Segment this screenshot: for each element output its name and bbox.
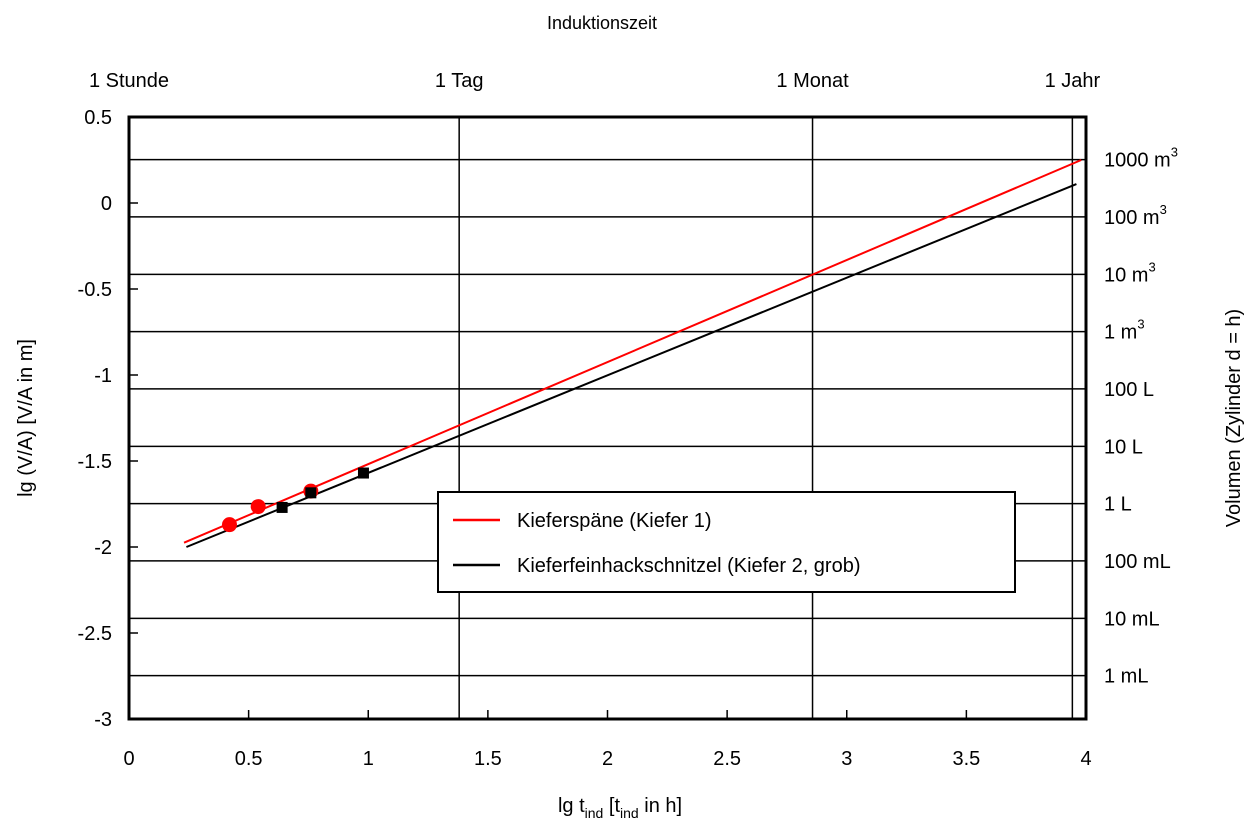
volume-label-text: 1 L [1104,494,1132,516]
volume-label: 10 L [1104,436,1143,458]
y-tick-label: -3 [94,709,112,731]
x-axis-title-sub: ind [585,805,604,821]
volume-label-text: 10 m [1104,264,1148,286]
volume-label-sup: 3 [1171,145,1178,160]
y-axis-title: lg (V/A) [V/A in m] [15,339,37,497]
data-point-series-1 [221,517,237,533]
top-axis-tick-label: 1 Jahr [1045,70,1101,92]
volume-label-sup: 3 [1148,259,1155,274]
y-tick-label: -2.5 [78,623,112,645]
y-tick-label: 0.5 [84,107,112,129]
data-point-series-2 [357,467,369,479]
volume-label-text: 1 mL [1104,666,1148,688]
y-tick-label: -2 [94,537,112,559]
top-axis-tick-label: 1 Tag [435,70,484,92]
x-axis-title: lg tind [tind in h] [558,795,682,821]
top-axis-title: Induktionszeit [547,13,657,33]
x-tick-label: 3.5 [952,748,980,770]
volume-label-text: 100 m [1104,207,1160,229]
volume-label: 100 mL [1104,551,1171,573]
volume-label: 1 mL [1104,666,1148,688]
x-tick-label: 0.5 [235,748,263,770]
x-axis-title-mid: [t [603,795,620,817]
volume-label: 1000 m3 [1104,145,1178,172]
volume-label: 100 L [1104,379,1154,401]
legend-box [437,491,1016,593]
plot-frame [127,115,1088,721]
x-axis-title-tail: in h] [639,795,682,817]
grid-lines [129,117,1086,719]
legend-label-kieferspaene: Kieferspäne (Kiefer 1) [517,510,712,532]
volume-label-text: 10 L [1104,436,1143,458]
axis-ticks [128,116,1087,720]
volume-label-text: 100 mL [1104,551,1171,573]
volume-label: 10 m3 [1104,259,1156,286]
volume-label-text: 100 L [1104,379,1154,401]
data-markers [221,467,369,533]
x-axis-title-main: lg t [558,795,585,817]
legend: Kieferspäne (Kiefer 1) Kieferfeinhacksch… [437,491,1016,593]
volume-label-text: 1 m [1104,322,1137,344]
y2-axis-title: Volumen (Zylinder d = h) [1223,309,1245,527]
x-tick-label: 1.5 [474,748,502,770]
x-tick-label: 3 [841,748,852,770]
volume-label-sup: 3 [1160,202,1167,217]
data-point-series-1 [250,499,266,515]
x-tick-label: 1 [363,748,374,770]
x-tick-label: 2 [602,748,613,770]
y-tick-label: -0.5 [78,279,112,301]
volume-label: 100 m3 [1104,202,1167,229]
fit-lines [183,159,1082,548]
fit-line-series-2 [186,183,1077,548]
volume-label: 10 mL [1104,608,1160,630]
legend-label-kieferfeinhackschnitzel: Kieferfeinhackschnitzel (Kiefer 2, grob) [517,555,861,577]
volume-label: 1 L [1104,494,1132,516]
top-axis-tick-label: 1 Stunde [89,70,169,92]
y-tick-label: -1.5 [78,451,112,473]
x-axis-title-sub2: ind [620,805,639,821]
data-point-series-2 [276,501,288,513]
x-tick-label: 0 [123,748,134,770]
volume-label-sup: 3 [1137,317,1144,332]
top-axis-tick-label: 1 Monat [776,70,849,92]
fit-line-series-1 [183,159,1082,544]
x-tick-label: 2.5 [713,748,741,770]
y-tick-label: -1 [94,365,112,387]
volume-label: 1 m3 [1104,317,1145,344]
volume-label-text: 10 mL [1104,608,1160,630]
x-tick-label: 4 [1080,748,1091,770]
volume-label-text: 1000 m [1104,150,1171,172]
data-point-series-2 [305,487,317,499]
y-tick-label: 0 [101,193,112,215]
